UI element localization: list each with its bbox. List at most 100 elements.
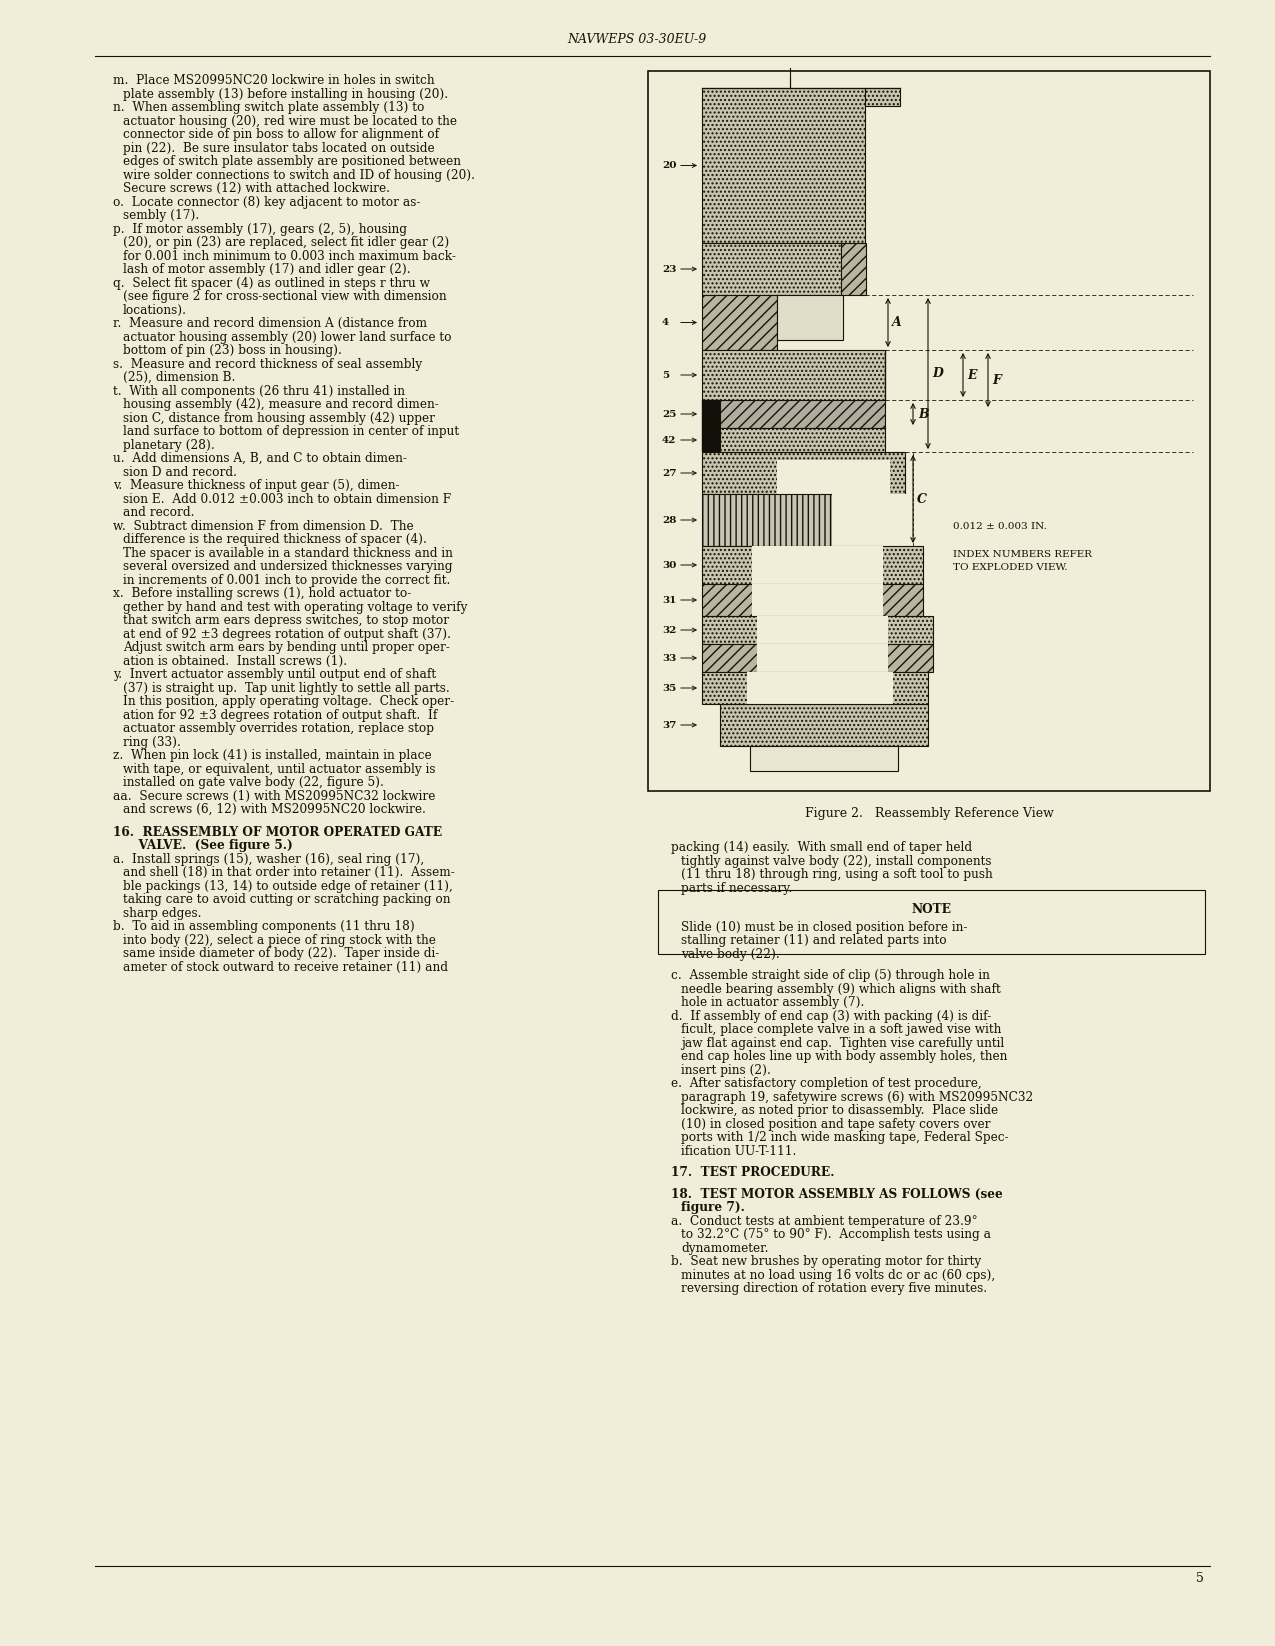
Text: s.  Measure and record thickness of seal assembly: s. Measure and record thickness of seal … xyxy=(113,357,422,370)
Text: m.  Place MS20995NC20 lockwire in holes in switch: m. Place MS20995NC20 lockwire in holes i… xyxy=(113,74,435,87)
Text: locations).: locations). xyxy=(122,303,187,316)
Text: (11 thru 18) through ring, using a soft tool to push: (11 thru 18) through ring, using a soft … xyxy=(681,867,993,881)
Text: into body (22), select a piece of ring stock with the: into body (22), select a piece of ring s… xyxy=(122,933,436,946)
Bar xyxy=(776,295,843,341)
Text: 25: 25 xyxy=(662,410,676,418)
Text: r.  Measure and record dimension A (distance from: r. Measure and record dimension A (dista… xyxy=(113,318,427,329)
Text: land surface to bottom of depression in center of input: land surface to bottom of depression in … xyxy=(122,425,459,438)
Text: NOTE: NOTE xyxy=(912,904,951,917)
Text: NAVWEPS 03-30EU-9: NAVWEPS 03-30EU-9 xyxy=(567,33,706,46)
Text: 23: 23 xyxy=(662,265,676,273)
Text: c.  Assemble straight side of clip (5) through hole in: c. Assemble straight side of clip (5) th… xyxy=(671,969,989,983)
Text: A: A xyxy=(892,316,901,329)
Bar xyxy=(703,672,928,704)
Text: ficult, place complete valve in a soft jawed vise with: ficult, place complete valve in a soft j… xyxy=(681,1024,1001,1037)
Text: reversing direction of rotation every five minutes.: reversing direction of rotation every fi… xyxy=(681,1282,987,1295)
Text: minutes at no load using 16 volts dc or ac (60 cps),: minutes at no load using 16 volts dc or … xyxy=(681,1269,996,1282)
Text: Figure 2.   Reassembly Reference View: Figure 2. Reassembly Reference View xyxy=(805,807,1053,820)
Text: lockwire, as noted prior to disassembly.  Place slide: lockwire, as noted prior to disassembly.… xyxy=(681,1104,998,1118)
Text: housing assembly (42), measure and record dimen-: housing assembly (42), measure and recor… xyxy=(122,398,439,412)
Text: at end of 92 ±3 degrees rotation of output shaft (37).: at end of 92 ±3 degrees rotation of outp… xyxy=(122,627,451,640)
Text: aa.  Secure screws (1) with MS20995NC32 lockwire: aa. Secure screws (1) with MS20995NC32 l… xyxy=(113,790,435,803)
Text: bottom of pin (23) boss in housing).: bottom of pin (23) boss in housing). xyxy=(122,344,342,357)
Text: 33: 33 xyxy=(662,653,676,662)
Text: 31: 31 xyxy=(662,596,676,604)
Text: insert pins (2).: insert pins (2). xyxy=(681,1063,771,1076)
Text: and screws (6, 12) with MS20995NC20 lockwire.: and screws (6, 12) with MS20995NC20 lock… xyxy=(122,803,426,816)
Text: lash of motor assembly (17) and idler gear (2).: lash of motor assembly (17) and idler ge… xyxy=(122,263,411,277)
Text: and record.: and record. xyxy=(122,505,195,518)
Text: 16.  REASSEMBLY OF MOTOR OPERATED GATE: 16. REASSEMBLY OF MOTOR OPERATED GATE xyxy=(113,826,442,839)
Text: 28: 28 xyxy=(662,515,676,525)
Text: and shell (18) in that order into retainer (11).  Assem-: and shell (18) in that order into retain… xyxy=(122,866,455,879)
Text: wire solder connections to switch and ID of housing (20).: wire solder connections to switch and ID… xyxy=(122,168,476,181)
Bar xyxy=(703,87,864,244)
Text: D: D xyxy=(932,367,944,380)
Bar xyxy=(703,494,833,546)
Text: ble packings (13, 14) to outside edge of retainer (11),: ble packings (13, 14) to outside edge of… xyxy=(122,881,453,892)
Text: 37: 37 xyxy=(662,721,676,729)
Text: 27: 27 xyxy=(662,469,677,477)
Text: z.  When pin lock (41) is installed, maintain in place: z. When pin lock (41) is installed, main… xyxy=(113,749,432,762)
Bar xyxy=(750,746,898,770)
Text: plate assembly (13) before installing in housing (20).: plate assembly (13) before installing in… xyxy=(122,87,448,100)
Text: 5: 5 xyxy=(662,370,669,380)
Text: (see figure 2 for cross-sectional view with dimension: (see figure 2 for cross-sectional view w… xyxy=(122,290,446,303)
Text: E: E xyxy=(966,369,977,382)
Text: end cap holes line up with body assembly holes, then: end cap holes line up with body assembly… xyxy=(681,1050,1007,1063)
Text: o.  Locate connector (8) key adjacent to motor as-: o. Locate connector (8) key adjacent to … xyxy=(113,196,421,209)
Text: w.  Subtract dimension F from dimension D.  The: w. Subtract dimension F from dimension D… xyxy=(113,520,413,533)
Text: d.  If assembly of end cap (3) with packing (4) is dif-: d. If assembly of end cap (3) with packi… xyxy=(671,1009,991,1022)
Text: sion C, distance from housing assembly (42) upper: sion C, distance from housing assembly (… xyxy=(122,412,435,425)
Text: b.  Seat new brushes by operating motor for thirty: b. Seat new brushes by operating motor f… xyxy=(671,1256,982,1269)
Text: that switch arm ears depress switches, to stop motor: that switch arm ears depress switches, t… xyxy=(122,614,449,627)
Text: ation for 92 ±3 degrees rotation of output shaft.  If: ation for 92 ±3 degrees rotation of outp… xyxy=(122,708,437,721)
Text: figure 7).: figure 7). xyxy=(681,1202,745,1215)
Text: dynamometer.: dynamometer. xyxy=(681,1243,769,1254)
Text: 17.  TEST PROCEDURE.: 17. TEST PROCEDURE. xyxy=(671,1167,835,1179)
Text: u.  Add dimensions A, B, and C to obtain dimen-: u. Add dimensions A, B, and C to obtain … xyxy=(113,453,407,466)
Text: in increments of 0.001 inch to provide the correct fit.: in increments of 0.001 inch to provide t… xyxy=(122,573,450,586)
Text: e.  After satisfactory completion of test procedure,: e. After satisfactory completion of test… xyxy=(671,1076,982,1090)
Text: valve body (22).: valve body (22). xyxy=(681,948,780,961)
Text: ports with 1/2 inch wide masking tape, Federal Spec-: ports with 1/2 inch wide masking tape, F… xyxy=(681,1131,1009,1144)
Text: actuator assembly overrides rotation, replace stop: actuator assembly overrides rotation, re… xyxy=(122,723,434,736)
Text: sharp edges.: sharp edges. xyxy=(122,907,201,920)
Text: In this position, apply operating voltage.  Check oper-: In this position, apply operating voltag… xyxy=(122,695,454,708)
Bar xyxy=(842,244,866,295)
Text: F: F xyxy=(992,374,1001,387)
Text: INDEX NUMBERS REFER
TO EXPLODED VIEW.: INDEX NUMBERS REFER TO EXPLODED VIEW. xyxy=(952,550,1091,571)
Text: 4: 4 xyxy=(662,318,669,328)
Text: (25), dimension B.: (25), dimension B. xyxy=(122,370,236,384)
Text: y.  Invert actuator assembly until output end of shaft: y. Invert actuator assembly until output… xyxy=(113,668,436,681)
Text: same inside diameter of body (22).  Taper inside di-: same inside diameter of body (22). Taper… xyxy=(122,948,440,961)
Bar xyxy=(658,889,1205,955)
Text: pin (22).  Be sure insulator tabs located on outside: pin (22). Be sure insulator tabs located… xyxy=(122,142,435,155)
Text: Slide (10) must be in closed position before in-: Slide (10) must be in closed position be… xyxy=(681,920,968,933)
Text: several oversized and undersized thicknesses varying: several oversized and undersized thickne… xyxy=(122,560,453,573)
Text: actuator housing assembly (20) lower land surface to: actuator housing assembly (20) lower lan… xyxy=(122,331,451,344)
Text: hole in actuator assembly (7).: hole in actuator assembly (7). xyxy=(681,996,864,1009)
Text: 0.012 ± 0.003 IN.: 0.012 ± 0.003 IN. xyxy=(952,522,1047,530)
Bar xyxy=(776,459,890,494)
Text: C: C xyxy=(917,492,927,505)
Text: 42: 42 xyxy=(662,436,676,444)
Text: parts if necessary.: parts if necessary. xyxy=(681,882,792,894)
Bar xyxy=(703,453,905,494)
Bar xyxy=(757,644,887,672)
Text: edges of switch plate assembly are positioned between: edges of switch plate assembly are posit… xyxy=(122,155,462,168)
Bar xyxy=(703,351,885,400)
Text: t.  With all components (26 thru 41) installed in: t. With all components (26 thru 41) inst… xyxy=(113,385,405,397)
Text: taking care to avoid cutting or scratching packing on: taking care to avoid cutting or scratchi… xyxy=(122,894,450,907)
Bar xyxy=(864,87,900,105)
Bar xyxy=(703,584,923,616)
Text: ation is obtained.  Install screws (1).: ation is obtained. Install screws (1). xyxy=(122,655,347,668)
Text: v.  Measure thickness of input gear (5), dimen-: v. Measure thickness of input gear (5), … xyxy=(113,479,399,492)
Text: ameter of stock outward to receive retainer (11) and: ameter of stock outward to receive retai… xyxy=(122,961,448,974)
Text: 20: 20 xyxy=(662,161,677,170)
Text: 32: 32 xyxy=(662,625,676,634)
Text: Adjust switch arm ears by bending until proper oper-: Adjust switch arm ears by bending until … xyxy=(122,640,450,653)
Bar xyxy=(703,644,933,672)
Bar xyxy=(648,71,1210,792)
Text: to 32.2°C (75° to 90° F).  Accomplish tests using a: to 32.2°C (75° to 90° F). Accomplish tes… xyxy=(681,1228,991,1241)
